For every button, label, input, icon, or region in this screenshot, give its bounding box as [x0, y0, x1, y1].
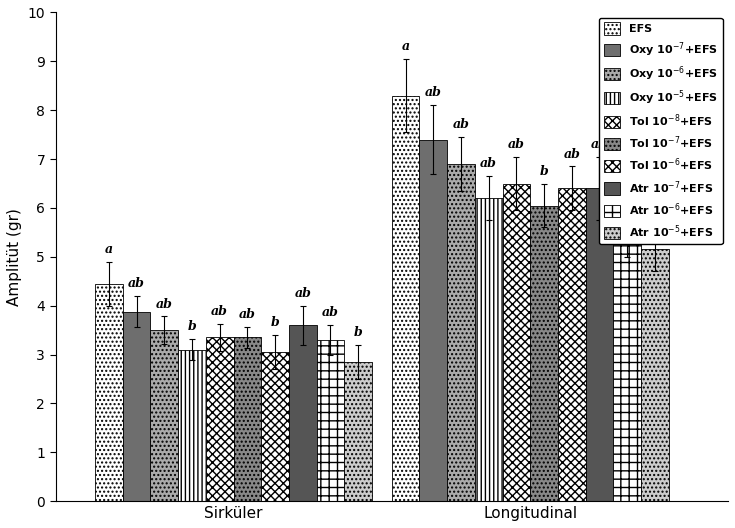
- Bar: [503, 184, 530, 501]
- Bar: [289, 325, 317, 501]
- Text: ab: ab: [591, 138, 608, 151]
- Text: ab: ab: [480, 157, 497, 171]
- Bar: [206, 337, 234, 501]
- Text: b: b: [354, 326, 362, 339]
- Legend: EFS, Oxy 10$^{-7}$+EFS, Oxy 10$^{-6}$+EFS, Oxy 10$^{-5}$+EFS, Tol 10$^{-8}$+EFS,: EFS, Oxy 10$^{-7}$+EFS, Oxy 10$^{-6}$+EF…: [599, 18, 723, 244]
- Text: ab: ab: [508, 138, 525, 151]
- Text: b: b: [623, 184, 631, 197]
- Text: ab: ab: [322, 306, 339, 319]
- Text: b: b: [187, 320, 196, 333]
- Bar: [392, 96, 420, 501]
- Text: a: a: [401, 40, 409, 53]
- Bar: [344, 362, 372, 501]
- Bar: [586, 188, 613, 501]
- Text: ab: ab: [563, 147, 580, 161]
- Text: ab: ab: [425, 87, 442, 99]
- Text: ab: ab: [156, 298, 173, 310]
- Bar: [447, 164, 475, 501]
- Bar: [151, 330, 178, 501]
- Bar: [558, 188, 586, 501]
- Text: ab: ab: [128, 277, 145, 290]
- Bar: [178, 350, 206, 501]
- Text: b: b: [270, 316, 279, 329]
- Text: a: a: [105, 243, 113, 256]
- Text: ab: ab: [211, 305, 228, 318]
- Bar: [530, 205, 558, 501]
- Y-axis label: Amplitüt (gr): Amplitüt (gr): [7, 208, 22, 306]
- Text: b: b: [650, 209, 659, 222]
- Bar: [261, 352, 289, 501]
- Text: b: b: [539, 165, 548, 177]
- Text: ab: ab: [294, 287, 311, 300]
- Bar: [123, 312, 151, 501]
- Text: ab: ab: [239, 308, 256, 321]
- Bar: [475, 198, 503, 501]
- Bar: [95, 284, 123, 501]
- Text: ab: ab: [453, 118, 470, 131]
- Bar: [641, 250, 669, 501]
- Bar: [234, 337, 261, 501]
- Bar: [613, 230, 641, 501]
- Bar: [420, 139, 447, 501]
- Bar: [317, 340, 344, 501]
